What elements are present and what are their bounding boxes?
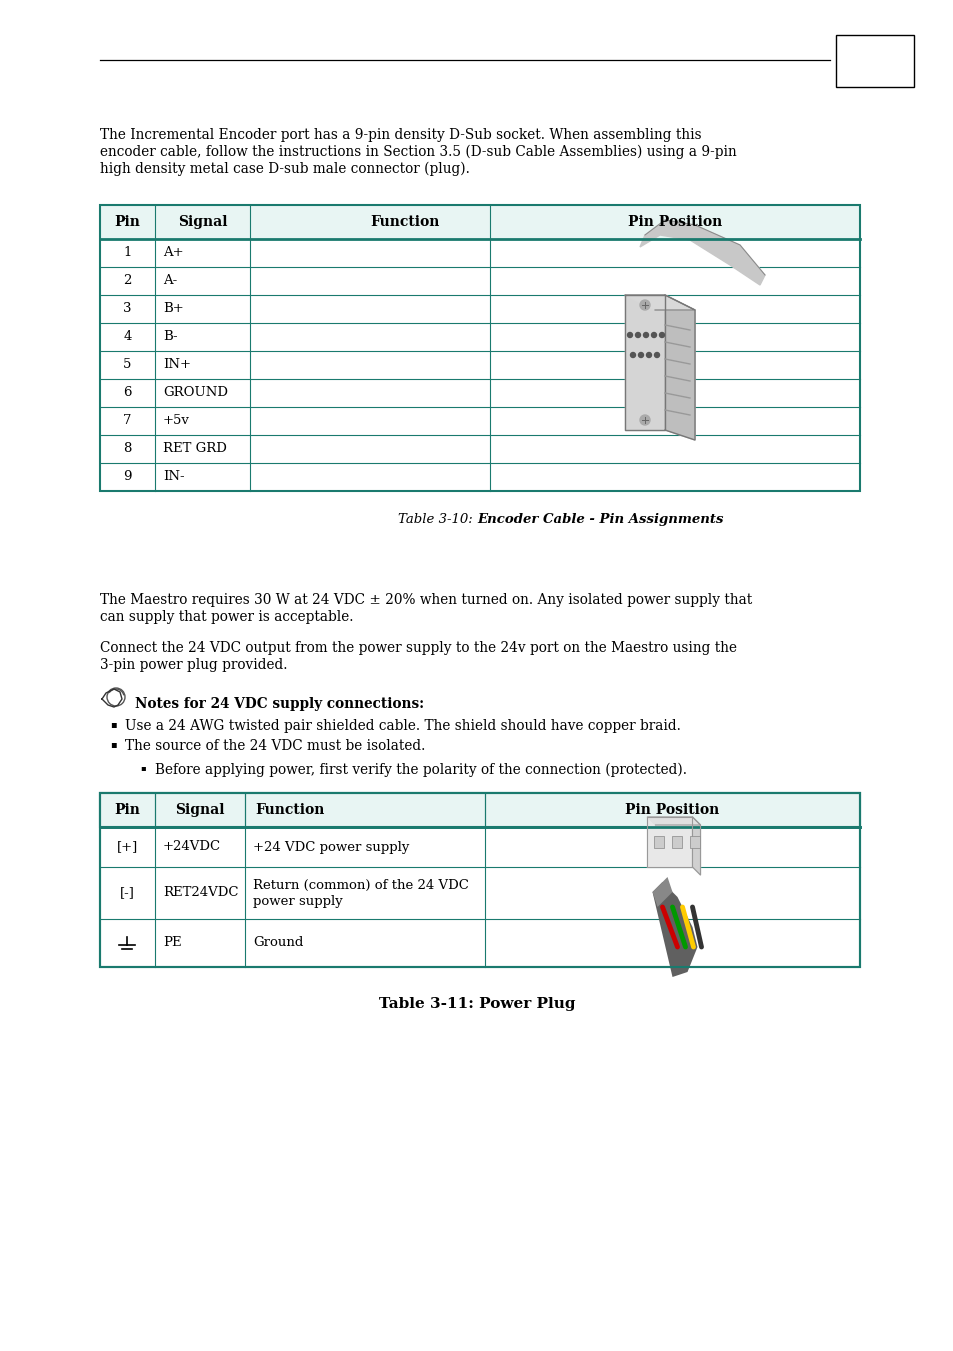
Polygon shape — [647, 817, 700, 825]
Text: Function: Function — [254, 802, 324, 817]
Circle shape — [643, 332, 648, 338]
Text: B-: B- — [163, 331, 177, 343]
Text: [-]: [-] — [120, 886, 134, 900]
Circle shape — [639, 415, 649, 426]
Circle shape — [635, 332, 639, 338]
Text: IN-: IN- — [163, 470, 185, 484]
Bar — [100, 793, 859, 967]
Text: ▪: ▪ — [140, 763, 146, 771]
Text: PE: PE — [163, 936, 181, 950]
Text: B+: B+ — [163, 303, 184, 316]
Text: Pin: Pin — [114, 802, 140, 817]
Text: 1: 1 — [123, 246, 132, 259]
Circle shape — [627, 332, 632, 338]
Bar — [100, 793, 859, 827]
Bar — [100, 205, 859, 490]
Text: Function: Function — [370, 215, 439, 230]
Bar — [672, 836, 681, 848]
Text: Pin Position: Pin Position — [627, 215, 721, 230]
Text: 7: 7 — [123, 415, 132, 427]
Bar — [100, 205, 859, 239]
Text: power supply: power supply — [253, 896, 342, 908]
Bar — [100, 793, 859, 827]
Text: The Incremental Encoder port has a 9-pin density D-Sub socket. When assembling t: The Incremental Encoder port has a 9-pin… — [100, 128, 700, 142]
Text: IN+: IN+ — [163, 358, 191, 372]
Text: RET24VDC: RET24VDC — [163, 886, 238, 900]
Circle shape — [646, 353, 651, 358]
Bar — [100, 205, 859, 490]
Text: The source of the 24 VDC must be isolated.: The source of the 24 VDC must be isolate… — [125, 739, 425, 753]
Text: Before applying power, first verify the polarity of the connection (protected).: Before applying power, first verify the … — [154, 763, 686, 777]
Text: 8: 8 — [123, 443, 132, 455]
Text: Signal: Signal — [175, 802, 225, 817]
Text: Signal: Signal — [177, 215, 227, 230]
Bar — [100, 793, 859, 827]
Text: The Maestro requires 30 W at 24 VDC ± 20% when turned on. Any isolated power sup: The Maestro requires 30 W at 24 VDC ± 20… — [100, 593, 752, 607]
Text: Connect the 24 VDC output from the power supply to the 24v port on the Maestro u: Connect the 24 VDC output from the power… — [100, 640, 737, 655]
Text: +24VDC: +24VDC — [163, 840, 221, 854]
Polygon shape — [664, 295, 695, 440]
Text: high density metal case D-sub male connector (plug).: high density metal case D-sub male conne… — [100, 162, 470, 177]
Text: encoder cable, follow the instructions in Section 3.5 (D-sub Cable Assemblies) u: encoder cable, follow the instructions i… — [100, 145, 736, 159]
Text: Pin Position: Pin Position — [625, 802, 719, 817]
Text: Notes for 24 VDC supply connections:: Notes for 24 VDC supply connections: — [135, 697, 424, 711]
Circle shape — [630, 353, 635, 358]
Polygon shape — [639, 220, 764, 285]
Text: 3: 3 — [123, 303, 132, 316]
Bar — [100, 793, 859, 827]
Text: +24 VDC power supply: +24 VDC power supply — [253, 840, 409, 854]
Circle shape — [639, 300, 649, 309]
Bar — [100, 793, 859, 967]
Text: 3-pin power plug provided.: 3-pin power plug provided. — [100, 658, 287, 671]
Text: can supply that power is acceptable.: can supply that power is acceptable. — [100, 611, 354, 624]
Text: 6: 6 — [123, 386, 132, 400]
Polygon shape — [647, 817, 692, 867]
Text: A+: A+ — [163, 246, 183, 259]
Text: ▪: ▪ — [110, 719, 116, 730]
Text: 2: 2 — [123, 274, 132, 288]
Polygon shape — [624, 295, 664, 430]
Text: +5v: +5v — [163, 415, 190, 427]
Text: Use a 24 AWG twisted pair shielded cable. The shield should have copper braid.: Use a 24 AWG twisted pair shielded cable… — [125, 719, 680, 734]
Bar — [100, 793, 859, 827]
Text: GROUND: GROUND — [163, 386, 228, 400]
Polygon shape — [652, 877, 672, 907]
Polygon shape — [624, 295, 695, 309]
Circle shape — [659, 332, 664, 338]
Text: Return (common) of the 24 VDC: Return (common) of the 24 VDC — [253, 878, 468, 892]
Bar — [654, 836, 664, 848]
Text: Pin: Pin — [114, 215, 140, 230]
Text: Encoder Cable - Pin Assignments: Encoder Cable - Pin Assignments — [476, 513, 722, 526]
Text: Ground: Ground — [253, 936, 303, 950]
Circle shape — [638, 353, 643, 358]
Text: A-: A- — [163, 274, 177, 288]
Circle shape — [651, 332, 656, 338]
Polygon shape — [692, 817, 700, 875]
Bar — [690, 836, 700, 848]
Text: 4: 4 — [123, 331, 132, 343]
Text: 9: 9 — [123, 470, 132, 484]
Text: 5: 5 — [123, 358, 132, 372]
Polygon shape — [652, 882, 697, 977]
Text: Table 3-11: Power Plug: Table 3-11: Power Plug — [378, 997, 575, 1011]
Circle shape — [654, 353, 659, 358]
Text: Table 3-10:: Table 3-10: — [397, 513, 476, 526]
Bar — [835, 35, 913, 86]
Text: ▪: ▪ — [110, 739, 116, 748]
Text: RET GRD: RET GRD — [163, 443, 227, 455]
Text: [+]: [+] — [117, 840, 138, 854]
